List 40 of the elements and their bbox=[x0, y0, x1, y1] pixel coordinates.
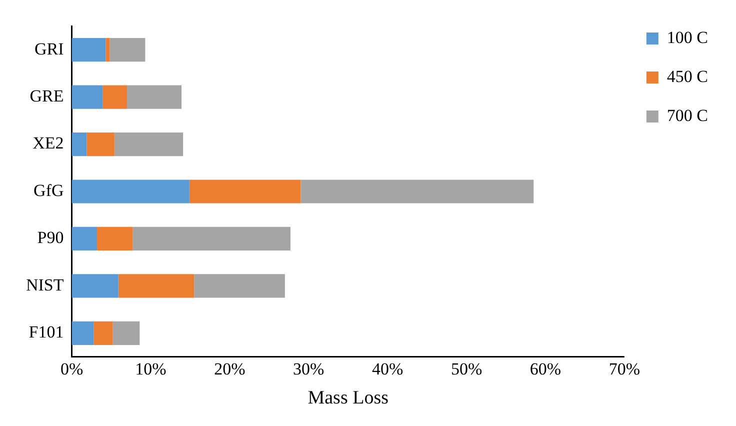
y-tick-label: F101 bbox=[28, 322, 64, 342]
bar bbox=[110, 38, 146, 62]
bar bbox=[72, 85, 103, 109]
bar bbox=[112, 321, 140, 345]
x-tick-label: 70% bbox=[608, 359, 640, 378]
legend-label: 100 C bbox=[666, 28, 708, 47]
bar bbox=[132, 226, 290, 251]
bar bbox=[86, 132, 114, 156]
bar bbox=[114, 132, 184, 156]
bar bbox=[97, 226, 133, 251]
x-tick-label: 50% bbox=[450, 359, 482, 378]
bar bbox=[72, 180, 190, 204]
bar bbox=[189, 180, 301, 204]
x-tick-label: 10% bbox=[135, 359, 166, 378]
bar bbox=[72, 274, 118, 298]
y-tick-label: NIST bbox=[26, 275, 64, 294]
bar bbox=[118, 274, 194, 298]
bar bbox=[72, 132, 87, 156]
y-tick-label: GRE bbox=[30, 86, 64, 106]
bar bbox=[127, 85, 182, 109]
bar bbox=[72, 226, 98, 251]
bar bbox=[72, 38, 106, 62]
legend-label: 450 C bbox=[666, 66, 708, 86]
bar bbox=[300, 180, 534, 204]
bar bbox=[102, 85, 128, 109]
y-tick-label: GRI bbox=[34, 39, 64, 58]
x-tick-label: 0% bbox=[60, 359, 84, 378]
x-tick-label: 60% bbox=[530, 359, 562, 378]
bar bbox=[94, 321, 113, 345]
y-tick-label: GfG bbox=[34, 180, 64, 200]
bar bbox=[106, 38, 110, 62]
bar bbox=[72, 321, 94, 345]
x-tick-label: 30% bbox=[293, 359, 324, 378]
x-axis-title: Mass Loss bbox=[308, 388, 388, 409]
x-tick-label: 40% bbox=[372, 359, 404, 378]
y-tick-label: XE2 bbox=[32, 134, 64, 153]
x-tick-label: 20% bbox=[214, 359, 246, 378]
y-tick-label: P90 bbox=[37, 228, 64, 248]
legend-label: 700 C bbox=[666, 106, 708, 125]
bar bbox=[194, 274, 285, 298]
